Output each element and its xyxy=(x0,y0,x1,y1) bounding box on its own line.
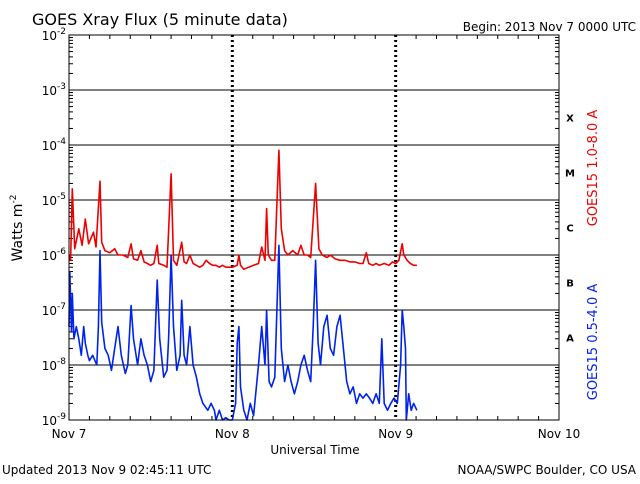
y-tick-label: 10-2 xyxy=(42,27,66,43)
y-axis-label: Watts m-2 xyxy=(9,195,26,262)
series-lines xyxy=(68,149,418,421)
y-axis-ticks: 10-2 10-3 10-4 10-5 10-6 10-7 10-8 10-9 xyxy=(42,27,559,428)
x-axis-label: Universal Time xyxy=(270,443,359,457)
flare-class-label: A xyxy=(566,334,574,345)
x-tick-label: Nov 10 xyxy=(538,427,581,441)
y-tick-label: 10-5 xyxy=(42,192,66,208)
legend-long-channel: GOES15 1.0-8.0 A xyxy=(586,110,601,227)
y-tick-label: 10-6 xyxy=(42,247,67,263)
y-tick-label: 10-4 xyxy=(42,137,67,153)
y-tick-label: 10-7 xyxy=(42,302,66,318)
flare-class-label: X xyxy=(566,114,574,125)
y-tick-label: 10-3 xyxy=(42,82,66,98)
flare-class-label: M xyxy=(565,169,575,180)
data-source: NOAA/SWPC Boulder, CO USA xyxy=(458,463,637,477)
updated-timestamp: Updated 2013 Nov 9 02:45:11 UTC xyxy=(2,463,211,477)
x-tick-label: Nov 9 xyxy=(378,427,413,441)
series-line-short-channel xyxy=(68,244,418,421)
y-tick-label: 10-8 xyxy=(42,357,67,373)
x-axis-ticks: Nov 7 Nov 8 Nov 9 Nov 10 xyxy=(52,35,581,441)
x-tick-label: Nov 7 xyxy=(52,427,87,441)
legend-short-channel: GOES15 0.5-4.0 A xyxy=(586,284,601,401)
flare-class-label: B xyxy=(566,279,574,290)
flare-class-label: C xyxy=(566,224,573,235)
plot-frame xyxy=(68,34,560,421)
y-tick-label: 10-9 xyxy=(42,412,67,428)
x-tick-label: Nov 8 xyxy=(215,427,250,441)
chart-title: GOES Xray Flux (5 minute data) xyxy=(32,10,288,29)
flare-class-labels: X M C B A xyxy=(565,114,575,345)
begin-label: Begin: 2013 Nov 7 0000 UTC xyxy=(463,20,636,34)
series-line-long-channel xyxy=(68,149,417,271)
